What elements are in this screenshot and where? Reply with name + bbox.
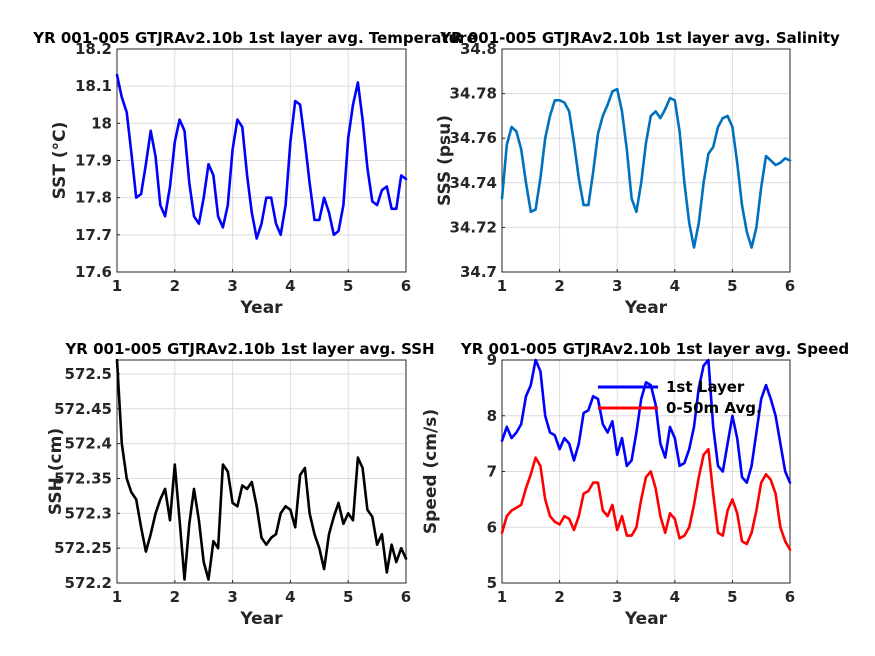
ssh-x-axis-label: Year xyxy=(239,609,283,629)
ssh-chart-title: YR 001-005 GTJRAv2.10b 1st layer avg. SS… xyxy=(64,340,434,358)
ssh-x-tick-label: 6 xyxy=(401,588,411,606)
sst-x-tick-label: 2 xyxy=(170,277,180,295)
ssh-y-tick-label: 572.3 xyxy=(65,504,112,522)
sss-series-line-1 xyxy=(500,87,792,249)
ssh-x-tick-label: 4 xyxy=(285,588,295,606)
sst-x-tick-label: 6 xyxy=(401,277,411,295)
sst-chart-title: YR 001-005 GTJRAv2.10b 1st layer avg. Te… xyxy=(32,29,477,47)
ssh-x-tick-label: 5 xyxy=(343,588,353,606)
legend-label-1st-layer: 1st Layer xyxy=(666,378,745,396)
speed-x-tick-label: 4 xyxy=(670,588,680,606)
sst-y-tick-label: 18 xyxy=(91,114,112,132)
speed-y-tick-label: 8 xyxy=(487,407,497,425)
sst-y-tick-label: 17.8 xyxy=(75,189,112,207)
ssh-y-tick-label: 572.2 xyxy=(65,574,112,592)
sst-y-tick-label: 17.6 xyxy=(75,263,112,281)
sst-x-tick-label: 4 xyxy=(285,277,295,295)
sst-x-tick-label: 1 xyxy=(112,277,122,295)
sss-x-axis-label: Year xyxy=(624,298,668,318)
ssh-plot-frame xyxy=(116,359,407,584)
sss-chart-title: YR 001-005 GTJRAv2.10b 1st layer avg. Sa… xyxy=(439,29,840,47)
sst-x-axis-label: Year xyxy=(239,298,283,318)
sss-x-tick-label: 6 xyxy=(785,277,795,295)
ssh-x-tick-label: 3 xyxy=(227,588,237,606)
sss-y-tick-label: 34.76 xyxy=(450,129,497,147)
speed-y-tick-label: 6 xyxy=(487,518,497,536)
sss-x-tick-label: 3 xyxy=(612,277,622,295)
sss-y-tick-label: 34.8 xyxy=(460,40,497,58)
speed-x-tick-label: 2 xyxy=(554,588,564,606)
speed-panel: 1 2 3 4 5 6 5 6 7 8 9 1st Layer 0-50m Avg. YR 001-… xyxy=(421,340,849,629)
sss-y-tick-label: 34.78 xyxy=(450,85,497,103)
sss-y-tick-label: 34.7 xyxy=(460,263,497,281)
sst-y-tick-label: 18.2 xyxy=(75,40,112,58)
speed-series-line-1 xyxy=(500,358,792,484)
sss-x-tick-label: 1 xyxy=(497,277,507,295)
sss-panel: 1 2 3 4 5 6 34.7 34.72 34.74 34.76 34.78 34.8 YR 00… xyxy=(435,29,840,318)
sss-y-tick-label: 34.72 xyxy=(450,218,497,236)
ssh-y-tick-label: 572.5 xyxy=(65,365,112,383)
sst-y-tick-label: 18.1 xyxy=(75,77,112,95)
legend-label-0-50m-avg: 0-50m Avg. xyxy=(666,399,762,417)
ssh-y-tick-label: 572.45 xyxy=(54,400,112,418)
ssh-series-line-1 xyxy=(115,358,408,581)
speed-chart-title: YR 001-005 GTJRAv2.10b 1st layer avg. Sp… xyxy=(460,340,849,358)
sst-x-tick-label: 3 xyxy=(227,277,237,295)
ssh-y-tick-label: 572.35 xyxy=(54,469,112,487)
speed-x-tick-label: 6 xyxy=(785,588,795,606)
ssh-panel: 1 2 3 4 5 6 572.2 572.25 572.3 572.35 572.4 572.45 5… xyxy=(46,340,435,629)
sst-y-tick-label: 17.9 xyxy=(75,152,112,170)
sss-x-tick-label: 5 xyxy=(727,277,737,295)
speed-x-tick-label: 5 xyxy=(727,588,737,606)
sss-y-tick-label: 34.74 xyxy=(450,174,497,192)
sss-x-tick-label: 4 xyxy=(670,277,680,295)
ssh-y-tick-label: 572.25 xyxy=(54,539,112,557)
speed-y-tick-label: 9 xyxy=(487,351,497,369)
speed-series-line-2 xyxy=(500,447,792,551)
ssh-x-tick-label: 1 xyxy=(112,588,122,606)
sss-y-axis-label: SSS (psu) xyxy=(435,115,455,206)
ssh-x-tick-label: 2 xyxy=(170,588,180,606)
sst-x-tick-label: 5 xyxy=(343,277,353,295)
speed-x-tick-label: 3 xyxy=(612,588,622,606)
speed-x-axis-label: Year xyxy=(624,609,668,629)
speed-y-tick-label: 7 xyxy=(487,463,497,481)
speed-legend: 1st Layer 0-50m Avg. xyxy=(598,378,762,417)
sst-y-tick-label: 17.7 xyxy=(75,226,112,244)
speed-x-tick-label: 1 xyxy=(497,588,507,606)
ssh-y-tick-label: 572.4 xyxy=(65,435,112,453)
speed-y-tick-label: 5 xyxy=(487,574,497,592)
sss-x-tick-label: 2 xyxy=(554,277,564,295)
sst-panel: 1 2 3 4 5 6 17.6 17.7 17.8 17.9 18 18.1 18.2 YR 001-… xyxy=(32,29,477,318)
speed-y-axis-label: Speed (cm/s) xyxy=(421,409,441,534)
sst-series-line-1 xyxy=(115,73,408,240)
ssh-y-axis-label: SSH (cm) xyxy=(46,428,66,515)
sst-y-axis-label: SST (°C) xyxy=(50,122,70,200)
